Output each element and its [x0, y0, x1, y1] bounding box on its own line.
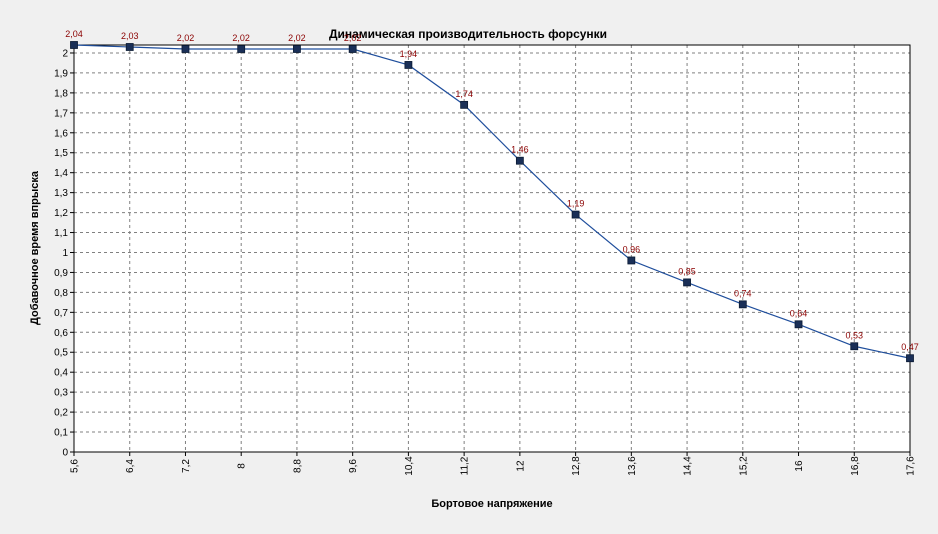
data-label: 2,03: [121, 31, 139, 41]
x-tick-label: 11,2: [460, 456, 471, 475]
data-point: [181, 45, 190, 53]
x-tick-label: 8: [237, 463, 248, 469]
data-point: [460, 100, 469, 109]
data-label: 2,02: [344, 33, 362, 43]
data-label: 1,94: [400, 49, 418, 59]
x-tick-label: 5,6: [70, 459, 81, 473]
data-point: [683, 278, 691, 287]
data-point: [850, 342, 859, 351]
x-tick-label: 8,8: [292, 459, 303, 473]
y-tick-label: 1,4: [54, 168, 68, 179]
y-axis-label: Добавочное время впрыска: [29, 170, 41, 325]
y-tick-label: 0,4: [54, 368, 68, 379]
series: [70, 41, 914, 363]
data-point: [293, 45, 301, 53]
data-label: 1,19: [567, 199, 585, 209]
plot-area: [74, 45, 910, 452]
x-tick-label: 16: [794, 460, 805, 472]
x-tick-label: 6,4: [125, 459, 136, 473]
x-tick-label: 16,8: [850, 456, 861, 476]
data-point: [125, 43, 134, 51]
x-axis-label: Бортовое напряжение: [431, 498, 552, 510]
data-label: 2,04: [65, 29, 83, 39]
data-point: [404, 61, 413, 69]
data-label: 2,02: [177, 33, 195, 43]
data-point: [70, 41, 78, 49]
plot-border: [73, 44, 911, 453]
data-label: 1,46: [511, 145, 529, 155]
y-tick-label: 1,1: [54, 228, 68, 239]
y-tick-label: 0,7: [54, 308, 68, 319]
x-tick-label: 13,6: [627, 456, 638, 476]
y-tick-label: 0,1: [54, 428, 68, 439]
data-label: 0,96: [623, 244, 641, 254]
data-label: 0,53: [846, 330, 864, 340]
data-point: [627, 256, 636, 265]
y-tick-label: 1,2: [54, 208, 68, 219]
data-point: [571, 210, 580, 219]
data-label: 2,02: [288, 33, 306, 43]
x-tick-label: 14,4: [683, 456, 694, 476]
axes: 0 0,1 0,2 0,3 0,4 0,5 0,6 0,7 0,8 0,9 1 1,1 1,2 1,3 1,…: [54, 44, 917, 476]
y-tick-label: 1,3: [54, 188, 68, 199]
data-point: [348, 45, 357, 53]
y-tick-label: 1: [62, 248, 68, 259]
x-tick-label: 10,4: [404, 456, 415, 476]
x-tick-label: 17,6: [906, 456, 917, 476]
data-point: [237, 45, 246, 53]
x-tick-label: 9,6: [348, 459, 359, 473]
y-tick-label: 1,7: [54, 108, 68, 119]
y-tick-label: 0,2: [54, 408, 68, 419]
y-tick-label: 0,3: [54, 388, 68, 399]
y-tick-label: 1,9: [54, 68, 68, 79]
y-tick-label: 0,5: [54, 348, 68, 359]
x-tick-label: 15,2: [738, 456, 749, 476]
data-label: 1,74: [455, 89, 473, 99]
x-tick-label: 12,8: [571, 456, 582, 476]
data-label: 0,47: [901, 342, 919, 352]
y-tick-label: 0,8: [54, 288, 68, 299]
data-point: [738, 300, 747, 309]
y-tick-label: 0: [62, 448, 68, 459]
series-line: [73, 44, 911, 359]
y-tick-label: 2: [62, 48, 68, 59]
data-labels: 2,04 2,03 2,02 2,02 2,02 2,02 1,94 1,74 1,46 1,19…: [65, 29, 919, 352]
y-tick-label: 1,5: [54, 148, 68, 159]
data-point: [906, 354, 914, 363]
y-tick-label: 1,6: [54, 128, 68, 139]
x-tick-label: 12: [515, 460, 526, 472]
y-tick-label: 0,9: [54, 268, 68, 279]
data-point: [794, 320, 803, 329]
data-point: [515, 156, 524, 165]
x-tick-label: 7,2: [181, 459, 192, 473]
data-label: 0,85: [678, 266, 696, 276]
data-label: 0,74: [734, 288, 752, 298]
data-label: 0,64: [790, 308, 808, 318]
y-tick-label: 0,6: [54, 328, 68, 339]
y-tick-label: 1,8: [54, 88, 68, 99]
data-label: 2,02: [232, 33, 250, 43]
chart-title: Динамическая производительность форсунки: [329, 27, 607, 41]
grid: [74, 45, 910, 452]
